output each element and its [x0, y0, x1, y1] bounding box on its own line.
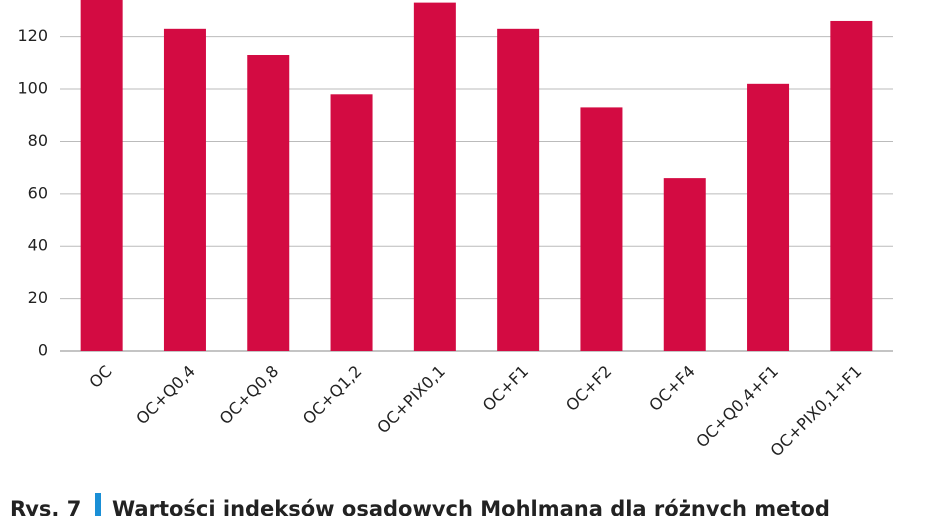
- bar: [413, 2, 456, 351]
- y-tick-label: 0: [38, 341, 48, 360]
- caption-marker: [95, 493, 101, 516]
- bar: [580, 107, 623, 351]
- x-tick-label: OC+F1: [479, 362, 532, 415]
- y-tick-label: 40: [28, 236, 48, 255]
- x-tick-label: OC+F2: [562, 362, 615, 415]
- bar: [163, 28, 206, 351]
- x-tick-label: OC+Q1,2: [299, 362, 366, 429]
- y-tick-label: 120: [17, 26, 48, 45]
- bar: [497, 28, 540, 351]
- bar: [663, 178, 706, 351]
- bar: [747, 83, 790, 351]
- x-tick-label: OC+F4: [645, 362, 698, 415]
- x-tick-label: OC+Q0,4: [132, 362, 199, 429]
- figure-label: Rys. 7: [10, 497, 81, 516]
- x-tick-label: OC+PIX0,1: [373, 362, 449, 438]
- y-tick-label: 80: [28, 131, 48, 150]
- caption-text: Wartości indeksów osadowych Mohlmana dla…: [112, 497, 830, 516]
- bar: [80, 0, 123, 352]
- bar: [830, 20, 873, 351]
- y-tick-label: 20: [28, 288, 48, 307]
- bar: [247, 55, 290, 352]
- y-tick-label: 100: [17, 79, 48, 98]
- x-tick-label: OC+Q0,4+F1: [692, 362, 782, 452]
- x-tick-label: OC: [85, 362, 115, 392]
- y-tick-label: 60: [28, 183, 48, 202]
- x-tick-label: OC+Q0,8: [216, 362, 283, 429]
- bar: [330, 94, 373, 351]
- x-tick-label: OC+PIX0,1+F1: [767, 362, 866, 461]
